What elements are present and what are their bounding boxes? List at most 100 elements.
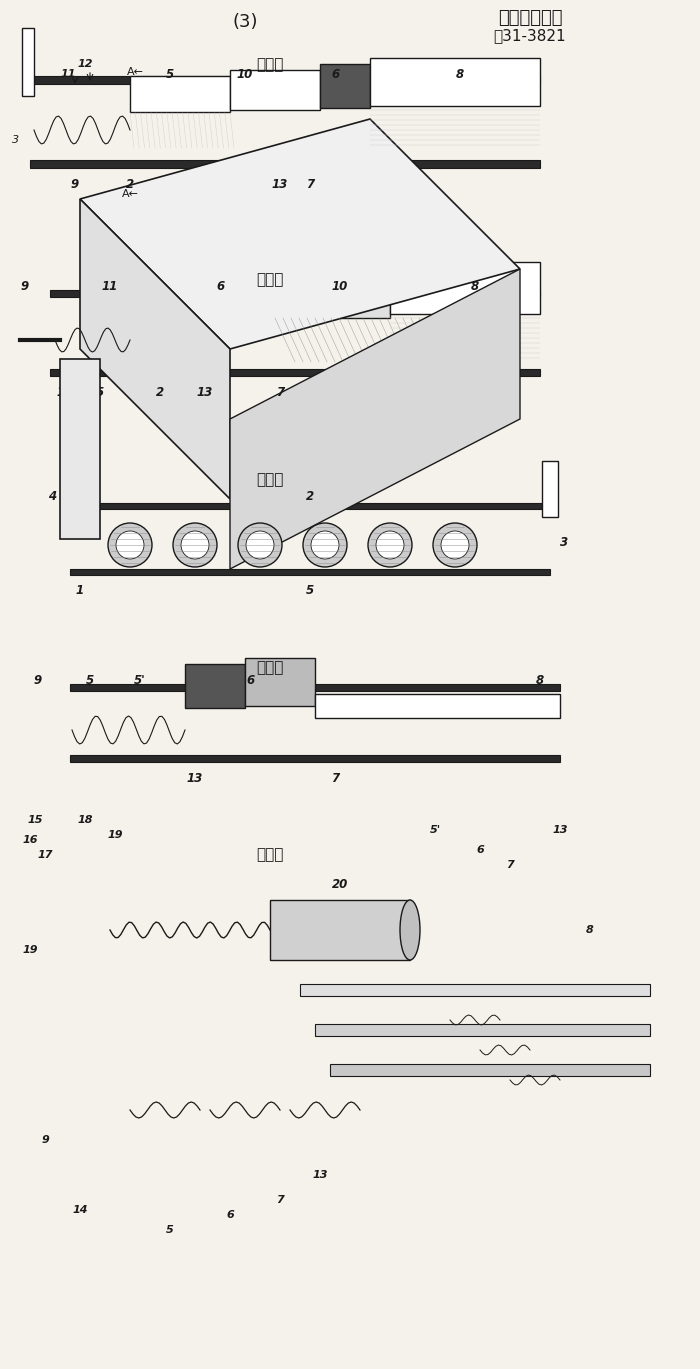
Text: 2: 2 bbox=[156, 386, 164, 398]
Circle shape bbox=[108, 523, 152, 567]
Text: 5: 5 bbox=[166, 67, 174, 81]
Text: 特許出願公告: 特許出願公告 bbox=[498, 10, 562, 27]
Text: 2: 2 bbox=[126, 178, 134, 190]
Text: 9: 9 bbox=[71, 178, 79, 190]
Text: 11: 11 bbox=[102, 279, 118, 293]
Ellipse shape bbox=[400, 899, 420, 960]
Text: A←: A← bbox=[127, 67, 144, 77]
Text: 第５図: 第５図 bbox=[256, 472, 284, 487]
Bar bbox=[390, 261, 540, 314]
Circle shape bbox=[246, 531, 274, 559]
Bar bbox=[70, 684, 560, 691]
Text: 19: 19 bbox=[107, 830, 122, 841]
Text: 6: 6 bbox=[246, 674, 254, 686]
Text: 19: 19 bbox=[22, 945, 38, 956]
Bar bbox=[542, 461, 558, 517]
Text: (3): (3) bbox=[232, 12, 258, 31]
Bar bbox=[22, 27, 34, 96]
Bar bbox=[30, 77, 540, 84]
Text: 15: 15 bbox=[27, 815, 43, 826]
Bar bbox=[185, 664, 245, 708]
Text: 第６図: 第６図 bbox=[256, 660, 284, 675]
Text: 20: 20 bbox=[332, 879, 348, 891]
Bar bbox=[320, 64, 370, 108]
Text: 8: 8 bbox=[456, 67, 464, 81]
Bar bbox=[130, 281, 215, 320]
Text: 16: 16 bbox=[22, 835, 38, 845]
Text: 18: 18 bbox=[77, 815, 92, 826]
Bar bbox=[50, 290, 540, 297]
Text: 5: 5 bbox=[86, 674, 94, 686]
Circle shape bbox=[311, 531, 339, 559]
Bar bbox=[275, 274, 390, 318]
Text: 13: 13 bbox=[272, 178, 288, 190]
Bar bbox=[300, 984, 650, 997]
Text: 8: 8 bbox=[471, 279, 479, 293]
Text: 7: 7 bbox=[306, 178, 314, 190]
Text: 5: 5 bbox=[166, 1225, 174, 1235]
Text: 12: 12 bbox=[77, 59, 92, 68]
Bar bbox=[70, 502, 550, 509]
Text: 13: 13 bbox=[197, 386, 213, 398]
Text: 13: 13 bbox=[187, 772, 203, 784]
Circle shape bbox=[441, 531, 469, 559]
Text: 9: 9 bbox=[21, 279, 29, 293]
Text: 8: 8 bbox=[586, 925, 594, 935]
Text: 第３図: 第３図 bbox=[256, 57, 284, 73]
Text: 5': 5' bbox=[429, 826, 440, 835]
Circle shape bbox=[376, 531, 404, 559]
Text: 11: 11 bbox=[60, 68, 76, 79]
Text: 13: 13 bbox=[312, 1170, 328, 1180]
Text: 5: 5 bbox=[306, 585, 314, 597]
Bar bbox=[70, 570, 550, 575]
Bar bbox=[30, 160, 540, 168]
Circle shape bbox=[116, 531, 144, 559]
Bar bbox=[315, 694, 560, 717]
Text: 第４図: 第４図 bbox=[256, 272, 284, 287]
Text: 7: 7 bbox=[506, 860, 514, 871]
Text: 14: 14 bbox=[72, 1205, 88, 1216]
Text: 1: 1 bbox=[76, 585, 84, 597]
Bar bbox=[230, 70, 320, 110]
Bar bbox=[370, 57, 540, 105]
Bar bbox=[245, 658, 315, 706]
Bar bbox=[130, 77, 230, 112]
Text: 3: 3 bbox=[13, 136, 20, 145]
Bar bbox=[215, 268, 275, 316]
Circle shape bbox=[181, 531, 209, 559]
Text: 5': 5' bbox=[134, 674, 146, 686]
Text: 17: 17 bbox=[37, 850, 52, 860]
Text: 6: 6 bbox=[216, 279, 224, 293]
Circle shape bbox=[303, 523, 347, 567]
Circle shape bbox=[238, 523, 282, 567]
Text: 6: 6 bbox=[226, 1210, 234, 1220]
Bar bbox=[330, 1064, 650, 1076]
Text: 9: 9 bbox=[41, 1135, 49, 1144]
Text: 3: 3 bbox=[560, 537, 568, 549]
Text: 2: 2 bbox=[306, 490, 314, 504]
Text: 4: 4 bbox=[48, 490, 56, 504]
Text: 5: 5 bbox=[96, 386, 104, 398]
Text: 10: 10 bbox=[332, 279, 348, 293]
Text: 13: 13 bbox=[552, 826, 568, 835]
Text: 8: 8 bbox=[536, 674, 544, 686]
Polygon shape bbox=[80, 119, 520, 349]
Text: A←: A← bbox=[122, 189, 139, 199]
Bar bbox=[270, 899, 410, 960]
Bar bbox=[315, 1024, 650, 1036]
Bar bbox=[50, 370, 540, 376]
Text: 10: 10 bbox=[237, 67, 253, 81]
Text: 6: 6 bbox=[476, 845, 484, 856]
Text: 第７図: 第７図 bbox=[256, 847, 284, 862]
Text: 7: 7 bbox=[331, 772, 339, 784]
Text: 7: 7 bbox=[276, 1195, 284, 1205]
Bar bbox=[70, 754, 560, 763]
Text: 6: 6 bbox=[331, 67, 339, 81]
Polygon shape bbox=[230, 268, 520, 570]
Polygon shape bbox=[60, 359, 100, 539]
Polygon shape bbox=[80, 199, 230, 498]
Text: 12: 12 bbox=[57, 386, 73, 398]
Circle shape bbox=[433, 523, 477, 567]
Text: 昭31-3821: 昭31-3821 bbox=[494, 29, 566, 44]
Text: 7: 7 bbox=[276, 386, 284, 398]
